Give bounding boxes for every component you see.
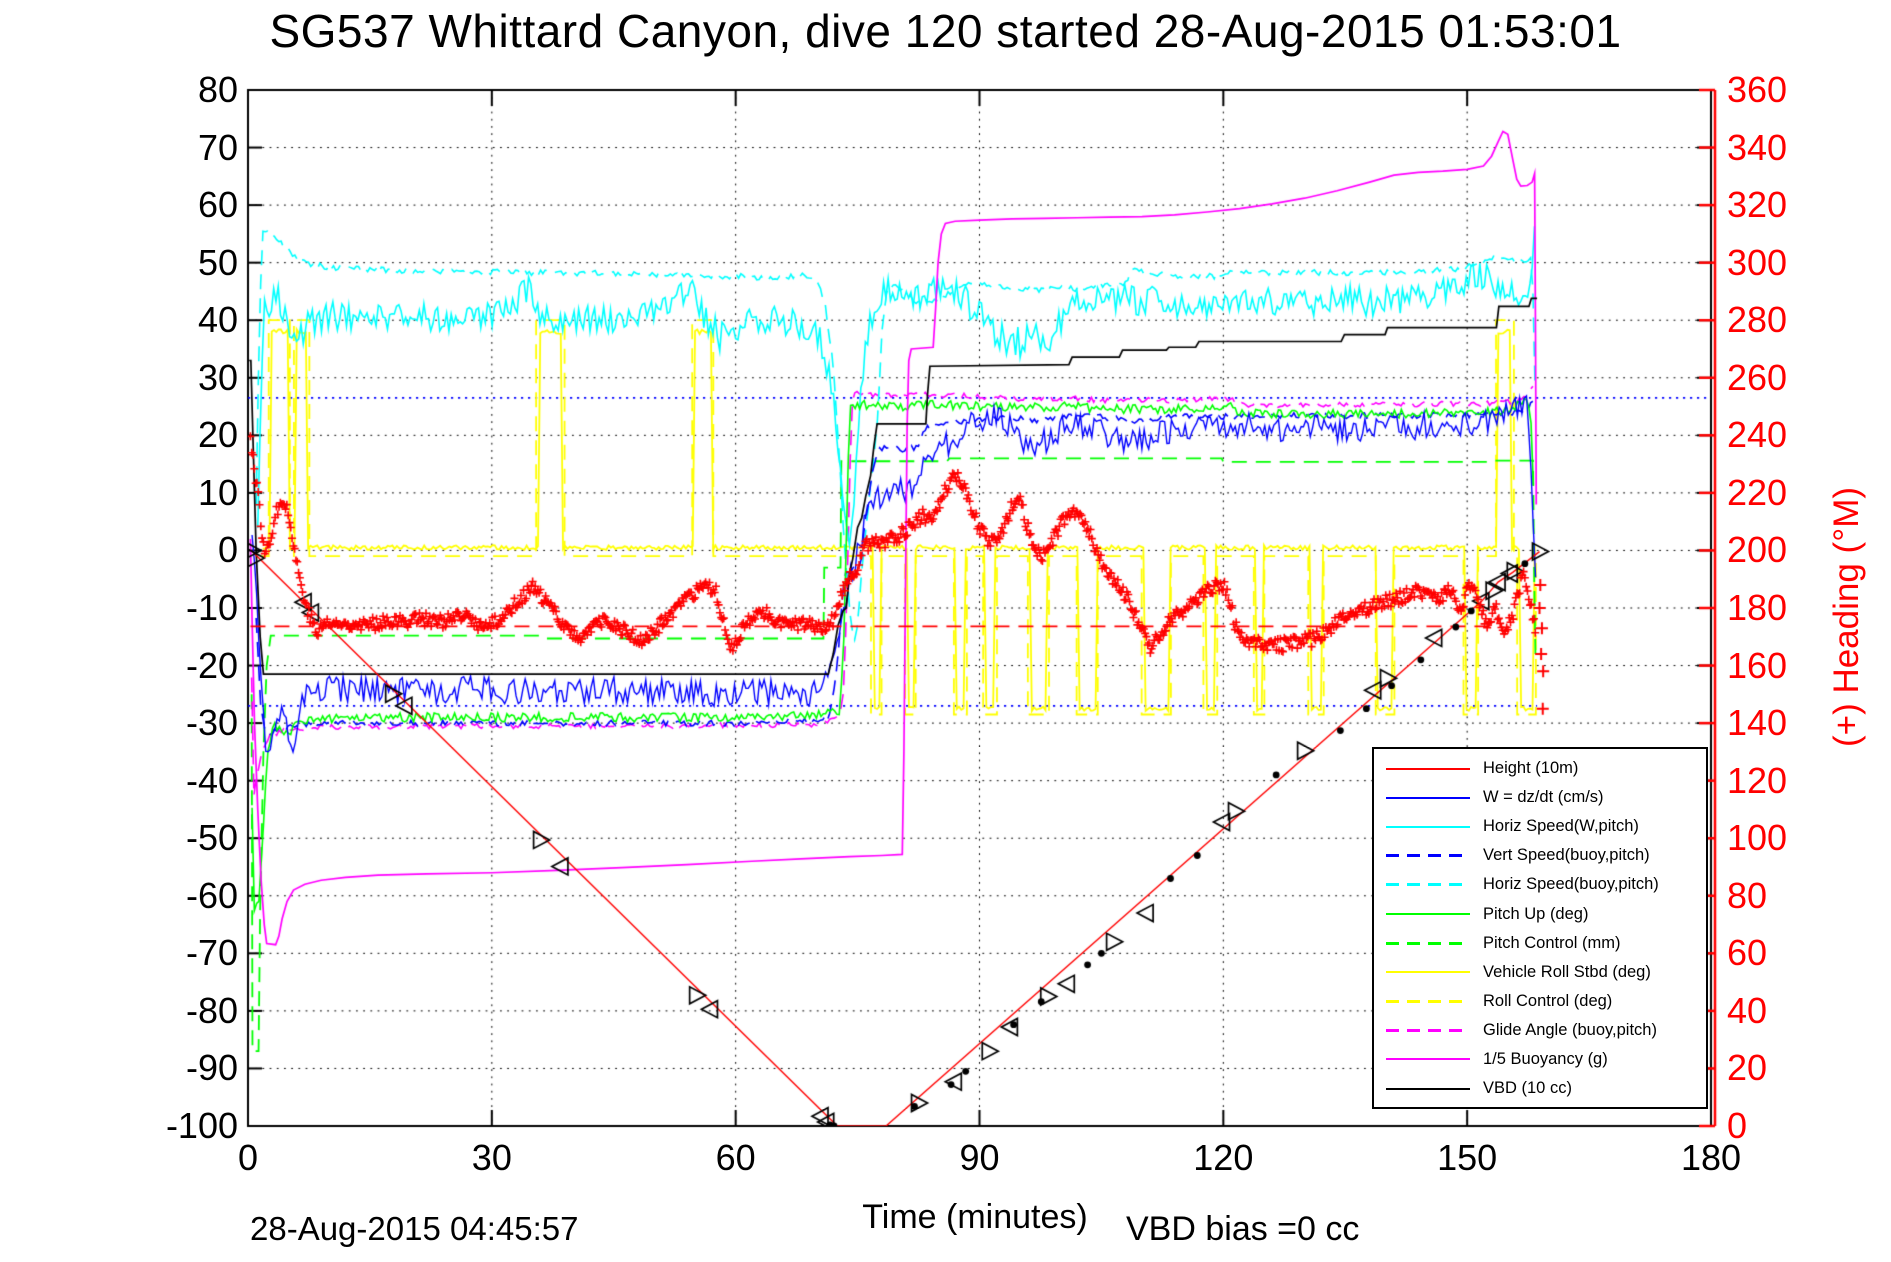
legend-item-pitch-up-deg-: Pitch Up (deg)	[1374, 899, 1706, 928]
y-right-tick-300: 300	[1727, 241, 1788, 283]
y-left-tick-30: 30	[197, 356, 238, 398]
legend: Height (10m) W = dz/dt (cm/s) Horiz Speed(…	[1372, 747, 1708, 1109]
legend-line-sample	[1386, 883, 1470, 887]
y-left-tick--100: -100	[165, 1105, 238, 1146]
y-right-tick-80: 80	[1727, 874, 1768, 916]
legend-item-label: Pitch Control (mm)	[1483, 933, 1621, 952]
legend-item-vbd-10-cc-: VBD (10 cc)	[1374, 1074, 1706, 1103]
legend-item-label: Glide Angle (buoy,pitch)	[1483, 1020, 1657, 1039]
x-axis-label: Time (minutes)	[862, 1198, 1088, 1236]
y-left-tick--60: -60	[185, 874, 238, 916]
y-right-tick-260: 260	[1727, 356, 1788, 398]
y-right-tick-360: 360	[1727, 69, 1788, 110]
y-left-tick--70: -70	[185, 932, 238, 974]
y-left-tick-40: 40	[197, 299, 238, 341]
legend-item-1-5-buoyancy-g-: 1/5 Buoyancy (g)	[1374, 1045, 1706, 1074]
legend-item-roll-control-deg-: Roll Control (deg)	[1374, 987, 1706, 1016]
legend-line-sample	[1386, 825, 1470, 828]
x-tick-150: 150	[1437, 1137, 1498, 1178]
y-right-tick-20: 20	[1727, 1047, 1768, 1089]
x-tick-30: 30	[471, 1137, 512, 1178]
y-right-tick-320: 320	[1727, 184, 1788, 226]
legend-item-pitch-control-mm-: Pitch Control (mm)	[1374, 929, 1706, 958]
legend-item-glide-angle-buoy-pitch-: Glide Angle (buoy,pitch)	[1374, 1016, 1706, 1045]
legend-item-label: Height (10m)	[1483, 759, 1579, 778]
y-right-tick-160: 160	[1727, 644, 1788, 686]
y-left-tick--10: -10	[185, 587, 238, 628]
y-right-tick-40: 40	[1727, 989, 1768, 1031]
legend-item-label: Vehicle Roll Stbd (deg)	[1483, 962, 1651, 981]
y-left-tick--40: -40	[185, 759, 238, 801]
vbd-bias-annotation: VBD bias =0 cc	[1126, 1210, 1360, 1248]
legend-line-sample	[1386, 796, 1470, 799]
y-left-tick--90: -90	[185, 1047, 238, 1089]
legend-item-w-dz-dt-cm-s-: W = dz/dt (cm/s)	[1374, 783, 1706, 812]
legend-item-label: Roll Control (deg)	[1483, 991, 1613, 1010]
x-tick-60: 60	[715, 1137, 756, 1178]
y-left-tick--50: -50	[185, 817, 238, 859]
legend-item-label: VBD (10 cc)	[1483, 1079, 1572, 1098]
y-right-tick-140: 140	[1727, 702, 1788, 744]
x-tick-90: 90	[959, 1137, 1000, 1178]
legend-item-vert-speed-buoy-pitch-: Vert Speed(buoy,pitch)	[1374, 841, 1706, 870]
legend-line-sample	[1386, 999, 1470, 1003]
y-left-tick-70: 70	[197, 126, 238, 168]
y-left-tick-0: 0	[217, 529, 238, 571]
y-left-tick--20: -20	[185, 644, 238, 686]
legend-line-sample	[1386, 913, 1470, 916]
legend-line-sample	[1386, 1087, 1470, 1090]
legend-line-sample	[1386, 854, 1470, 858]
y-right-tick-180: 180	[1727, 587, 1788, 628]
y-right-tick-100: 100	[1727, 817, 1788, 859]
legend-item-vehicle-roll-stbd-deg-: Vehicle Roll Stbd (deg)	[1374, 958, 1706, 987]
legend-item-label: Vert Speed(buoy,pitch)	[1483, 846, 1650, 865]
y-left-tick--30: -30	[185, 702, 238, 744]
y-left-tick-10: 10	[197, 471, 238, 513]
x-tick-0: 0	[237, 1137, 259, 1178]
legend-item-label: 1/5 Buoyancy (g)	[1483, 1049, 1608, 1068]
legend-line-sample	[1386, 971, 1470, 974]
y-left-tick-60: 60	[197, 184, 238, 226]
legend-line-sample	[1386, 1058, 1470, 1061]
legend-item-horiz-speed-w-pitch-: Horiz Speed(W,pitch)	[1374, 812, 1706, 841]
y-left-tick-20: 20	[197, 414, 238, 456]
y-right-tick-0: 0	[1727, 1105, 1748, 1146]
x-tick-120: 120	[1193, 1137, 1254, 1178]
y-right-tick-240: 240	[1727, 414, 1788, 456]
dive-end-timestamp: 28-Aug-2015 04:45:57	[250, 1210, 579, 1247]
legend-line-sample	[1386, 1028, 1470, 1032]
legend-item-height-10m-: Height (10m)	[1374, 754, 1706, 783]
y-axis-right-label: (+) Heading (°M)	[1827, 486, 1866, 748]
y-right-tick-280: 280	[1727, 299, 1788, 341]
legend-line-sample	[1386, 767, 1470, 770]
legend-item-label: Pitch Up (deg)	[1483, 904, 1589, 923]
legend-item-horiz-speed-buoy-pitch-: Horiz Speed(buoy,pitch)	[1374, 870, 1706, 899]
page-title: SG537 Whittard Canyon, dive 120 started …	[269, 5, 1622, 57]
y-right-tick-340: 340	[1727, 126, 1788, 168]
legend-line-sample	[1386, 941, 1470, 945]
y-right-tick-120: 120	[1727, 759, 1788, 801]
y-left-tick-80: 80	[197, 69, 238, 110]
y-right-tick-220: 220	[1727, 471, 1788, 513]
legend-item-label: Horiz Speed(W,pitch)	[1483, 817, 1639, 836]
legend-item-label: Horiz Speed(buoy,pitch)	[1483, 875, 1659, 894]
y-left-tick-50: 50	[197, 241, 238, 283]
y-left-tick--80: -80	[185, 989, 238, 1031]
y-right-tick-200: 200	[1727, 529, 1788, 571]
x-tick-180: 180	[1680, 1137, 1742, 1178]
legend-item-label: W = dz/dt (cm/s)	[1483, 788, 1604, 807]
y-right-tick-60: 60	[1727, 932, 1768, 974]
